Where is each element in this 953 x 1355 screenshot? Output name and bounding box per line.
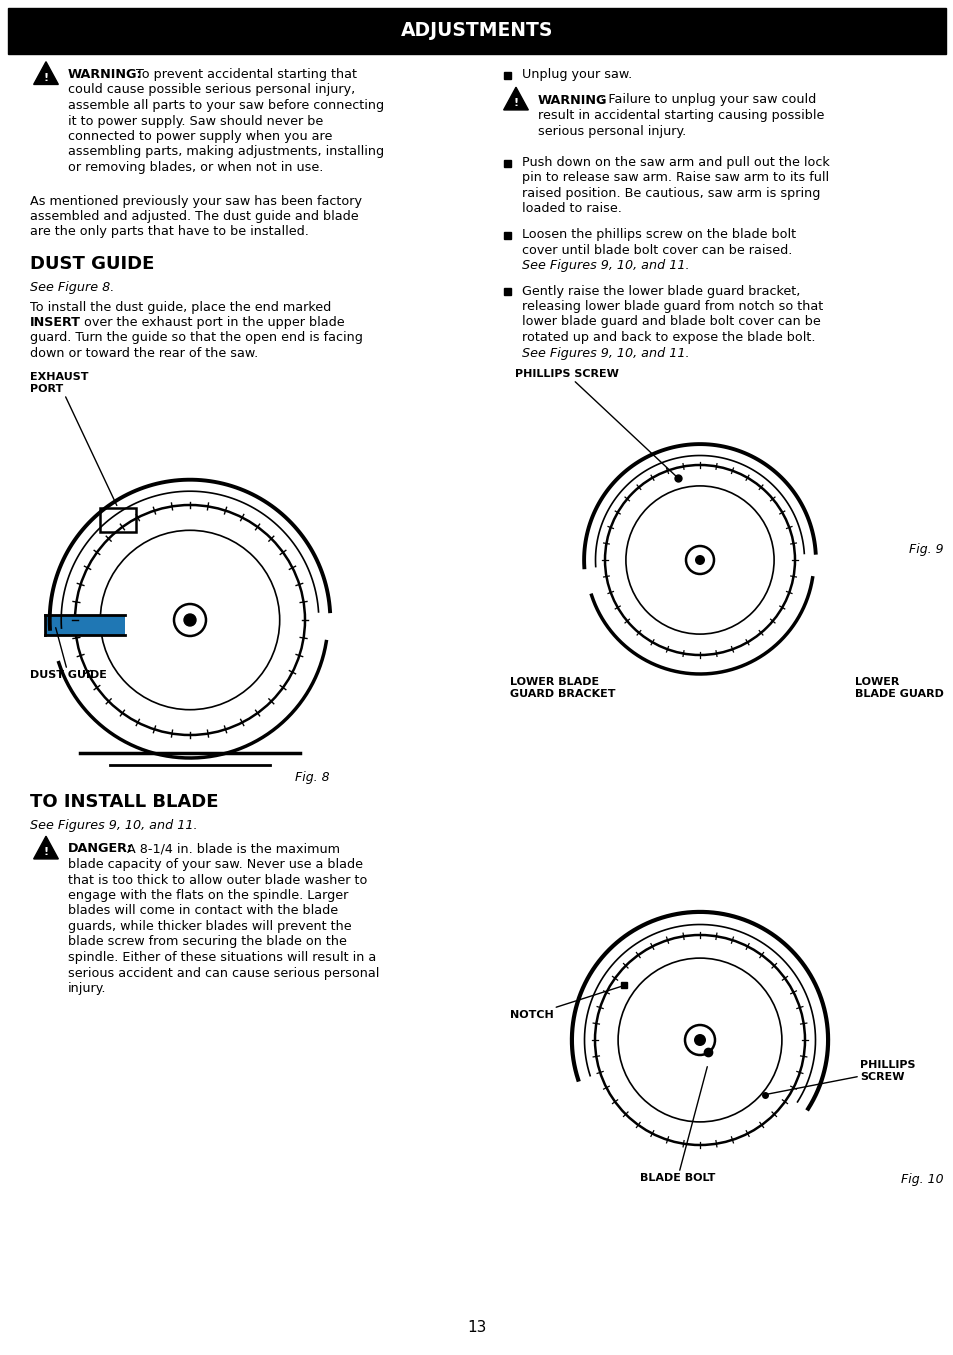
Text: could cause possible serious personal injury,: could cause possible serious personal in…: [68, 84, 355, 96]
Text: down or toward the rear of the saw.: down or toward the rear of the saw.: [30, 347, 258, 360]
Text: : Failure to unplug your saw could: : Failure to unplug your saw could: [599, 93, 816, 107]
Text: Loosen the phillips screw on the blade bolt: Loosen the phillips screw on the blade b…: [521, 228, 796, 241]
Polygon shape: [33, 836, 58, 859]
Bar: [504, 232, 511, 238]
Circle shape: [685, 546, 713, 575]
Text: rotated up and back to expose the blade bolt.: rotated up and back to expose the blade …: [521, 331, 815, 344]
Text: loaded to raise.: loaded to raise.: [521, 202, 621, 215]
Text: Gently raise the lower blade guard bracket,: Gently raise the lower blade guard brack…: [521, 285, 800, 298]
Text: pin to release saw arm. Raise saw arm to its full: pin to release saw arm. Raise saw arm to…: [521, 172, 828, 184]
Text: serious personal injury.: serious personal injury.: [537, 125, 685, 137]
Text: engage with the flats on the spindle. Larger: engage with the flats on the spindle. La…: [68, 889, 348, 902]
Circle shape: [684, 1024, 714, 1056]
Text: !: !: [513, 99, 518, 108]
Text: See Figure 8.: See Figure 8.: [30, 280, 114, 294]
Text: Fig. 9: Fig. 9: [908, 543, 943, 557]
Text: result in accidental starting causing possible: result in accidental starting causing po…: [537, 108, 823, 122]
Circle shape: [693, 1034, 705, 1046]
Text: LOWER
BLADE GUARD: LOWER BLADE GUARD: [854, 678, 943, 699]
Text: Fig. 8: Fig. 8: [295, 771, 330, 785]
Bar: [504, 160, 511, 167]
Bar: [100, 508, 136, 533]
Text: DUST GUIDE: DUST GUIDE: [30, 627, 107, 680]
Text: !: !: [44, 73, 49, 83]
Text: 13: 13: [467, 1320, 486, 1335]
Text: guards, while thicker blades will prevent the: guards, while thicker blades will preven…: [68, 920, 352, 934]
Text: Unplug your saw.: Unplug your saw.: [521, 68, 632, 81]
Text: EXHAUST
PORT: EXHAUST PORT: [30, 373, 116, 505]
Text: INSERT: INSERT: [30, 316, 81, 329]
Text: See Figures 9, 10, and 11.: See Figures 9, 10, and 11.: [521, 347, 689, 359]
Text: or removing blades, or when not in use.: or removing blades, or when not in use.: [68, 161, 323, 173]
Bar: [45, 615, 125, 635]
Text: Fig. 10: Fig. 10: [901, 1173, 943, 1186]
Polygon shape: [33, 62, 58, 84]
Text: As mentioned previously your saw has been factory: As mentioned previously your saw has bee…: [30, 195, 361, 207]
Text: A 8-1/4 in. blade is the maximum: A 8-1/4 in. blade is the maximum: [123, 843, 339, 855]
Text: WARNING: WARNING: [537, 93, 607, 107]
Text: assemble all parts to your saw before connecting: assemble all parts to your saw before co…: [68, 99, 384, 112]
Text: spindle. Either of these situations will result in a: spindle. Either of these situations will…: [68, 951, 375, 963]
Text: PHILLIPS SCREW: PHILLIPS SCREW: [515, 369, 676, 476]
Circle shape: [173, 604, 206, 635]
Polygon shape: [503, 87, 528, 110]
Text: ADJUSTMENTS: ADJUSTMENTS: [400, 22, 553, 41]
Text: See Figures 9, 10, and 11.: See Figures 9, 10, and 11.: [30, 818, 197, 832]
Text: Push down on the saw arm and pull out the lock: Push down on the saw arm and pull out th…: [521, 156, 829, 169]
Text: To prevent accidental starting that: To prevent accidental starting that: [136, 68, 356, 81]
Text: DUST GUIDE: DUST GUIDE: [30, 255, 154, 272]
Text: connected to power supply when you are: connected to power supply when you are: [68, 130, 332, 144]
Circle shape: [695, 556, 704, 565]
Text: !: !: [44, 847, 49, 858]
Circle shape: [184, 614, 195, 626]
Bar: [504, 289, 511, 295]
Text: LOWER BLADE
GUARD BRACKET: LOWER BLADE GUARD BRACKET: [510, 678, 615, 699]
Text: blade screw from securing the blade on the: blade screw from securing the blade on t…: [68, 935, 347, 948]
Text: cover until blade bolt cover can be raised.: cover until blade bolt cover can be rais…: [521, 244, 792, 256]
Text: guard. Turn the guide so that the open end is facing: guard. Turn the guide so that the open e…: [30, 332, 362, 344]
Text: assembled and adjusted. The dust guide and blade: assembled and adjusted. The dust guide a…: [30, 210, 358, 224]
Text: BLADE BOLT: BLADE BOLT: [639, 1066, 715, 1183]
Text: releasing lower blade guard from notch so that: releasing lower blade guard from notch s…: [521, 299, 822, 313]
Text: NOTCH: NOTCH: [510, 986, 621, 1020]
Text: DANGER:: DANGER:: [68, 843, 132, 855]
Text: To install the dust guide, place the end marked: To install the dust guide, place the end…: [30, 301, 331, 313]
Text: blades will come in contact with the blade: blades will come in contact with the bla…: [68, 905, 337, 917]
Text: are the only parts that have to be installed.: are the only parts that have to be insta…: [30, 225, 309, 238]
Text: PHILLIPS
SCREW: PHILLIPS SCREW: [767, 1060, 915, 1093]
Text: assembling parts, making adjustments, installing: assembling parts, making adjustments, in…: [68, 145, 384, 159]
Text: WARNING:: WARNING:: [68, 68, 143, 81]
Text: lower blade guard and blade bolt cover can be: lower blade guard and blade bolt cover c…: [521, 316, 820, 328]
Text: over the exhaust port in the upper blade: over the exhaust port in the upper blade: [80, 316, 344, 329]
Bar: [8, 8, 945, 54]
Text: blade capacity of your saw. Never use a blade: blade capacity of your saw. Never use a …: [68, 858, 363, 871]
Text: it to power supply. Saw should never be: it to power supply. Saw should never be: [68, 115, 323, 127]
Text: that is too thick to allow outer blade washer to: that is too thick to allow outer blade w…: [68, 874, 367, 886]
Text: raised position. Be cautious, saw arm is spring: raised position. Be cautious, saw arm is…: [521, 187, 820, 201]
Text: injury.: injury.: [68, 982, 107, 995]
Text: See Figures 9, 10, and 11.: See Figures 9, 10, and 11.: [521, 259, 689, 272]
Bar: [504, 72, 511, 79]
Text: TO INSTALL BLADE: TO INSTALL BLADE: [30, 793, 218, 812]
Text: serious accident and can cause serious personal: serious accident and can cause serious p…: [68, 966, 379, 980]
